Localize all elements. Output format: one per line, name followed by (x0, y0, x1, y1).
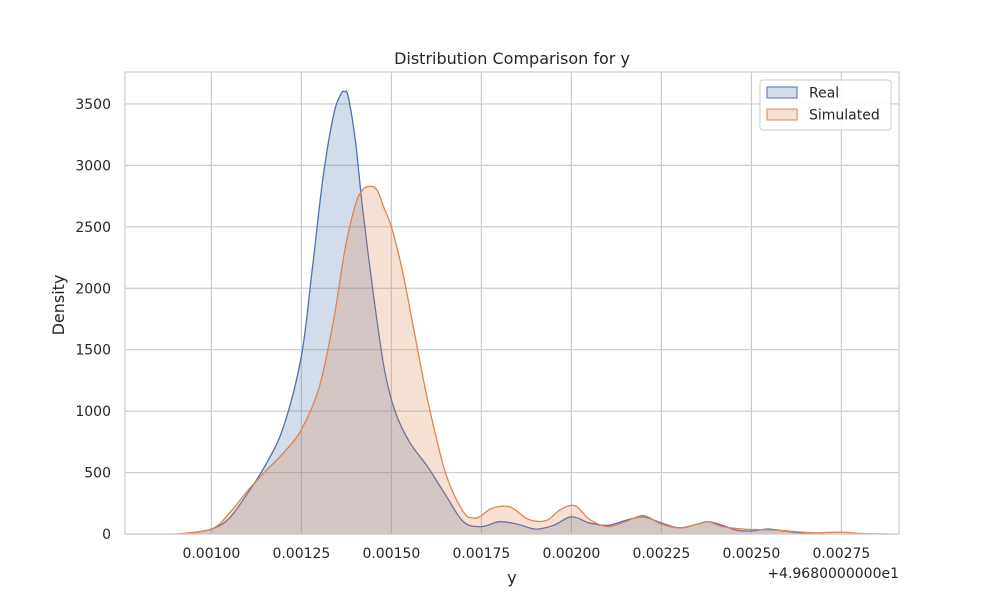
x-axis-label: y (507, 568, 516, 587)
legend-box (759, 79, 892, 131)
legend-label-real: Real (809, 86, 839, 102)
x-tick-label: 0.00125 (272, 546, 330, 562)
legend-swatch-simulated (766, 108, 798, 121)
x-tick-label: 0.00275 (812, 546, 870, 562)
y-tick-label: 1500 (75, 343, 111, 359)
x-tick-label: 0.00100 (182, 546, 240, 562)
series-layer (175, 90, 889, 535)
y-tick-label: 1000 (75, 404, 111, 420)
y-tick-label: 3500 (75, 97, 111, 113)
legend-label-simulated: Simulated (809, 108, 880, 124)
y-axis-ticks: 0 500 1000 1500 2000 2500 3000 3500 (75, 97, 111, 543)
legend-swatch-real (766, 86, 798, 99)
x-tick-label: 0.00200 (542, 546, 600, 562)
density-area-real (182, 91, 824, 534)
x-tick-label: 0.00175 (452, 546, 510, 562)
density-area-simulated (175, 186, 889, 534)
density-line-simulated (175, 185, 889, 535)
y-axis-label: Density (49, 275, 68, 336)
plot-background (125, 72, 899, 534)
y-tick-label: 2000 (75, 281, 111, 297)
plot-frame (124, 71, 900, 535)
x-axis-ticks: 0.00100 0.00125 0.00150 0.00175 0.00200 0.002… (182, 546, 870, 562)
x-axis-offset-label: +4.9680000000e1 (767, 566, 899, 582)
chart-title: Distribution Comparison for y (394, 49, 630, 68)
legend: Real Simulated (759, 79, 892, 131)
x-tick-label: 0.00225 (632, 546, 690, 562)
y-tick-label: 2500 (75, 220, 111, 236)
y-tick-label: 0 (102, 527, 111, 543)
x-tick-label: 0.00150 (362, 546, 420, 562)
y-tick-label: 500 (84, 466, 111, 482)
x-tick-label: 0.00250 (722, 546, 780, 562)
y-tick-label: 3000 (75, 158, 111, 174)
